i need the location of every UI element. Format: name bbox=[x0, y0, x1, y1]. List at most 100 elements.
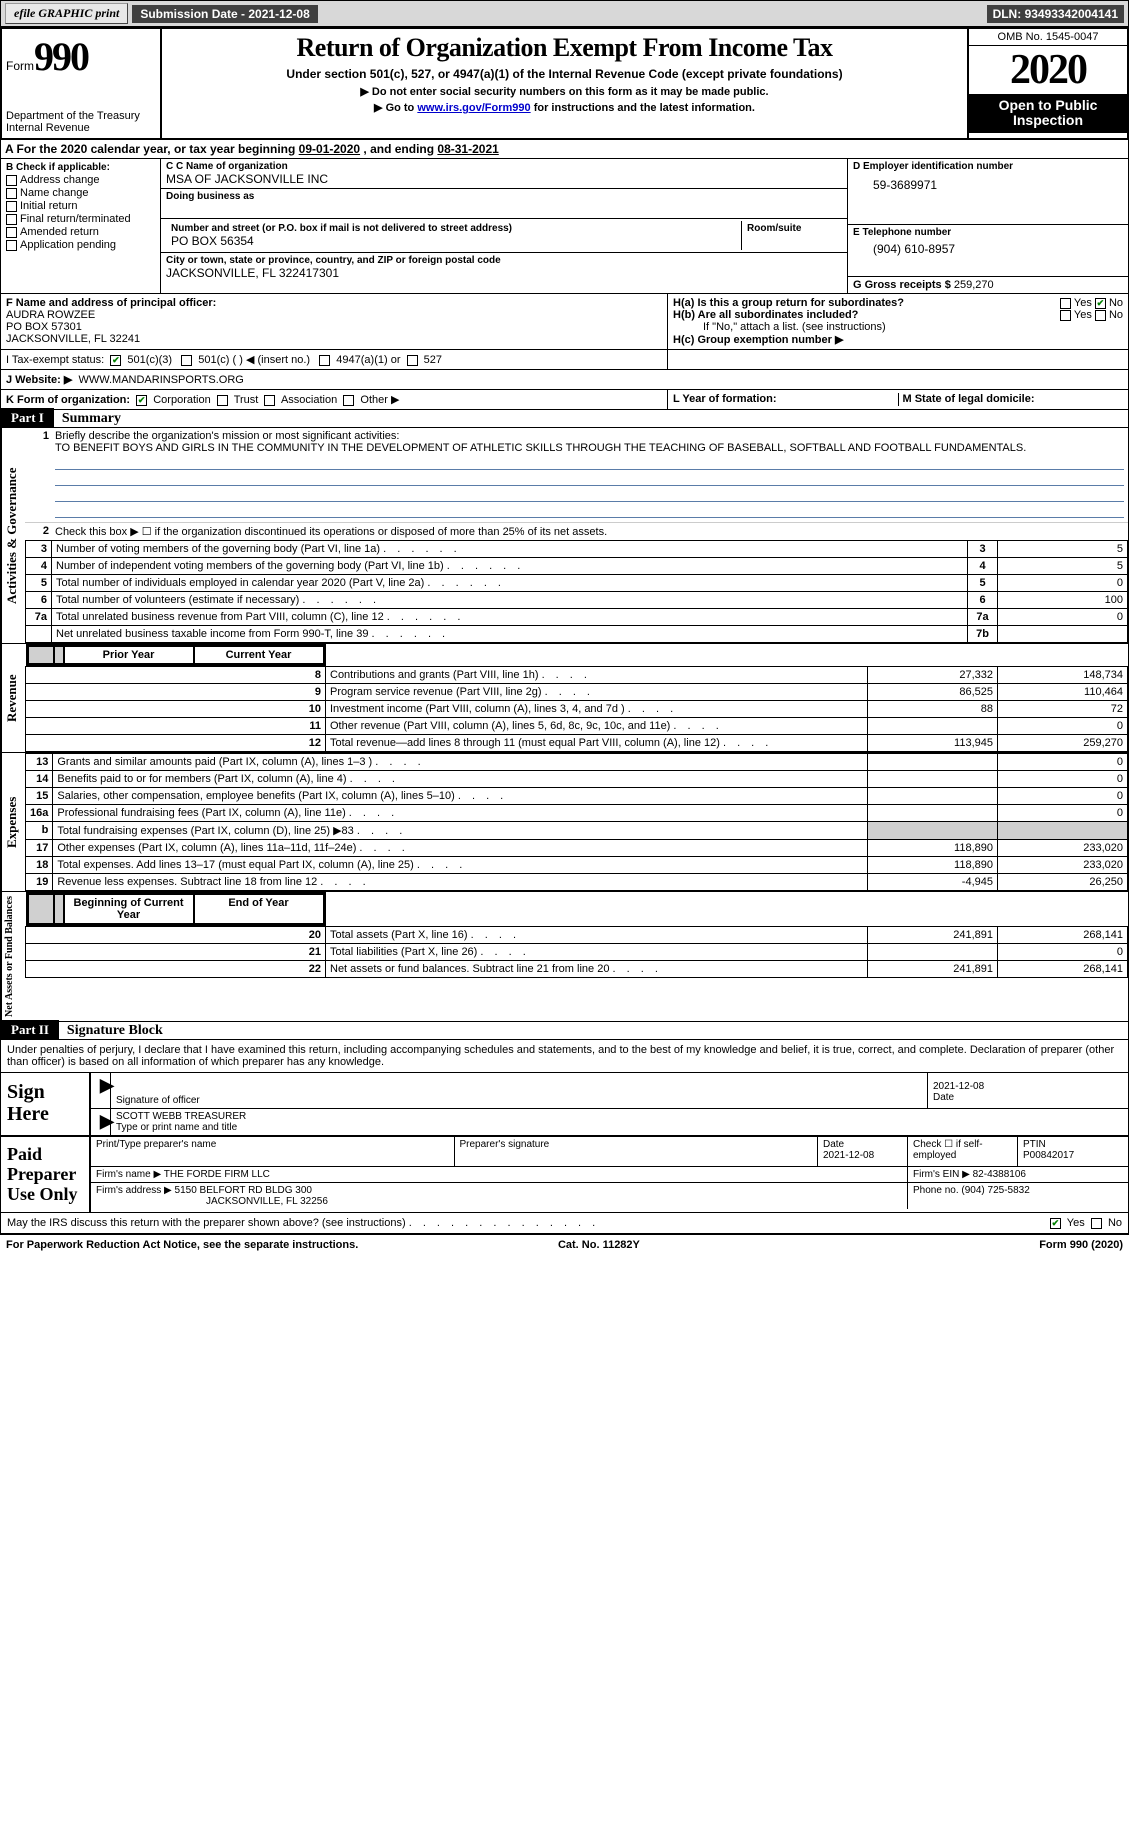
row-i: I Tax-exempt status: 501(c)(3) 501(c) ( … bbox=[0, 350, 1129, 370]
checkbox-address-change[interactable]: Address change bbox=[6, 174, 155, 186]
room-label: Room/suite bbox=[747, 223, 837, 234]
line-22: 22Net assets or fund balances. Subtract … bbox=[26, 961, 1128, 978]
line-8: 8Contributions and grants (Part VIII, li… bbox=[26, 667, 1128, 684]
officer-addr2: JACKSONVILLE, FL 32241 bbox=[6, 333, 140, 345]
l-label: L Year of formation: bbox=[673, 393, 777, 405]
pp-sig-label: Preparer's signature bbox=[460, 1139, 550, 1150]
gross-receipts: 259,270 bbox=[954, 279, 994, 291]
top-toolbar: efile GRAPHIC print Submission Date - 20… bbox=[0, 0, 1129, 27]
line-a-tax-year: A For the 2020 calendar year, or tax yea… bbox=[0, 140, 1129, 159]
paperwork-notice: For Paperwork Reduction Act Notice, see … bbox=[6, 1239, 358, 1251]
checkbox-final-return-terminated[interactable]: Final return/terminated bbox=[6, 213, 155, 225]
line-16a: 16aProfessional fundraising fees (Part I… bbox=[26, 805, 1128, 822]
part2-header: Part IISignature Block bbox=[0, 1022, 1129, 1040]
line-13: 13Grants and similar amounts paid (Part … bbox=[26, 754, 1128, 771]
c-name-label: C Name of organization bbox=[176, 161, 288, 172]
perjury-declaration: Under penalties of perjury, I declare th… bbox=[1, 1040, 1128, 1073]
part1-header: Part ISummary bbox=[0, 410, 1129, 428]
org-city: JACKSONVILLE, FL 322417301 bbox=[166, 266, 842, 280]
mission-text: TO BENEFIT BOYS AND GIRLS IN THE COMMUNI… bbox=[55, 442, 1026, 454]
ein-label: D Employer identification number bbox=[853, 161, 1013, 172]
m-label: M State of legal domicile: bbox=[903, 393, 1035, 405]
summary-line-4: 4Number of independent voting members of… bbox=[26, 558, 1128, 575]
q1: Briefly describe the organization's miss… bbox=[55, 430, 399, 442]
form-subtitle: Under section 501(c), 527, or 4947(a)(1)… bbox=[168, 67, 961, 81]
hint-goto: ▶ Go to www.irs.gov/Form990 for instruct… bbox=[168, 101, 961, 114]
line-19: 19Revenue less expenses. Subtract line 1… bbox=[26, 874, 1128, 891]
firm-addr1: 5150 BELFORT RD BLDG 300 bbox=[175, 1185, 312, 1196]
sig-date-label: Date bbox=[933, 1092, 1123, 1103]
sig-date-val: 2021-12-08 bbox=[933, 1081, 1123, 1092]
telephone: (904) 610-8957 bbox=[853, 238, 1123, 256]
form-page-ref: Form 990 (2020) bbox=[1039, 1239, 1123, 1251]
addr-label: Number and street (or P.O. box if mail i… bbox=[171, 223, 736, 234]
line-20: 20Total assets (Part X, line 16) . . . .… bbox=[26, 927, 1128, 944]
ein: 59-3689971 bbox=[853, 172, 1123, 192]
officer-name-label: Type or print name and title bbox=[116, 1122, 1123, 1133]
line-9: 9Program service revenue (Part VIII, lin… bbox=[26, 684, 1128, 701]
officer-printed-name: SCOTT WEBB TREASURER bbox=[116, 1111, 1123, 1122]
block-netassets: Net Assets or Fund Balances Beginning of… bbox=[0, 892, 1129, 1022]
q2: Check this box ▶ ☐ if the organization d… bbox=[55, 525, 1124, 538]
ptin: P00842017 bbox=[1023, 1150, 1074, 1161]
website: WWW.MANDARINSPORTS.ORG bbox=[78, 374, 243, 386]
sign-here-label: Sign Here bbox=[1, 1073, 91, 1135]
city-label: City or town, state or province, country… bbox=[166, 255, 842, 266]
vtab-revenue: Revenue bbox=[1, 644, 25, 752]
row-j: J Website: ▶ WWW.MANDARINSPORTS.ORG bbox=[0, 370, 1129, 390]
box-b: B Check if applicable: Address changeNam… bbox=[1, 159, 161, 293]
signature-block: Under penalties of perjury, I declare th… bbox=[0, 1040, 1129, 1234]
dept-treasury: Department of the Treasury bbox=[6, 110, 156, 122]
summary-line-3: 3Number of voting members of the governi… bbox=[26, 541, 1128, 558]
sig-officer-label: Signature of officer bbox=[116, 1095, 922, 1106]
org-address: PO BOX 56354 bbox=[171, 234, 736, 248]
firm-phone: (904) 725-5832 bbox=[961, 1185, 1029, 1196]
f-label: F Name and address of principal officer: bbox=[6, 297, 216, 309]
checkbox-initial-return[interactable]: Initial return bbox=[6, 200, 155, 212]
line-11: 11Other revenue (Part VIII, column (A), … bbox=[26, 718, 1128, 735]
firm-ein: 82-4388106 bbox=[973, 1169, 1026, 1180]
dba-label: Doing business as bbox=[166, 191, 842, 202]
irs-link[interactable]: www.irs.gov/Form990 bbox=[417, 102, 530, 114]
line-17: 17Other expenses (Part IX, column (A), l… bbox=[26, 840, 1128, 857]
form-number: 990 bbox=[34, 34, 88, 79]
form-title: Return of Organization Exempt From Incom… bbox=[168, 33, 961, 63]
phone-label: E Telephone number bbox=[853, 227, 1123, 238]
line-18: 18Total expenses. Add lines 13–17 (must … bbox=[26, 857, 1128, 874]
row-klm: K Form of organization: Corporation Trus… bbox=[0, 390, 1129, 410]
checkbox-amended-return[interactable]: Amended return bbox=[6, 226, 155, 238]
paid-preparer-label: Paid Preparer Use Only bbox=[1, 1137, 91, 1212]
line-b: bTotal fundraising expenses (Part IX, co… bbox=[26, 822, 1128, 840]
open-to-public: Open to PublicInspection bbox=[969, 94, 1127, 133]
hint-no-ssn: ▶ Do not enter social security numbers o… bbox=[168, 85, 961, 98]
omb-number: OMB No. 1545-0047 bbox=[969, 29, 1127, 46]
checkbox-name-change[interactable]: Name change bbox=[6, 187, 155, 199]
pp-self-employed: Check ☐ if self-employed bbox=[908, 1137, 1018, 1166]
dln: DLN: 93493342004141 bbox=[987, 5, 1124, 23]
vtab-netassets: Net Assets or Fund Balances bbox=[1, 892, 25, 1021]
block-revenue: Revenue Prior YearCurrent Year 8Contribu… bbox=[0, 644, 1129, 753]
summary-line-6: 6Total number of volunteers (estimate if… bbox=[26, 592, 1128, 609]
row-f-h: F Name and address of principal officer:… bbox=[0, 294, 1129, 350]
firm-name: THE FORDE FIRM LLC bbox=[164, 1169, 270, 1180]
officer-addr1: PO BOX 57301 bbox=[6, 321, 82, 333]
vtab-governance: Activities & Governance bbox=[1, 428, 25, 643]
officer-name: AUDRA ROWZEE bbox=[6, 309, 95, 321]
h-b: H(b) Are all subordinates included? bbox=[673, 309, 858, 321]
summary-line-7b: Net unrelated business taxable income fr… bbox=[26, 626, 1128, 643]
page-footer: For Paperwork Reduction Act Notice, see … bbox=[0, 1234, 1129, 1255]
dept-irs: Internal Revenue bbox=[6, 122, 156, 134]
line-10: 10Investment income (Part VIII, column (… bbox=[26, 701, 1128, 718]
header-grid: B Check if applicable: Address changeNam… bbox=[0, 159, 1129, 294]
summary-line-5: 5Total number of individuals employed in… bbox=[26, 575, 1128, 592]
h-a: H(a) Is this a group return for subordin… bbox=[673, 297, 904, 309]
firm-addr2: JACKSONVILLE, FL 32256 bbox=[96, 1196, 328, 1207]
summary-line-7a: 7aTotal unrelated business revenue from … bbox=[26, 609, 1128, 626]
efile-print-button[interactable]: efile GRAPHIC print bbox=[5, 3, 128, 24]
checkbox-application-pending[interactable]: Application pending bbox=[6, 239, 155, 251]
submission-date: Submission Date - 2021-12-08 bbox=[132, 5, 317, 23]
tax-year: 2020 bbox=[969, 46, 1127, 94]
line-21: 21Total liabilities (Part X, line 26) . … bbox=[26, 944, 1128, 961]
line-12: 12Total revenue—add lines 8 through 11 (… bbox=[26, 735, 1128, 752]
h-b-note: If "No," attach a list. (see instruction… bbox=[673, 321, 1123, 333]
